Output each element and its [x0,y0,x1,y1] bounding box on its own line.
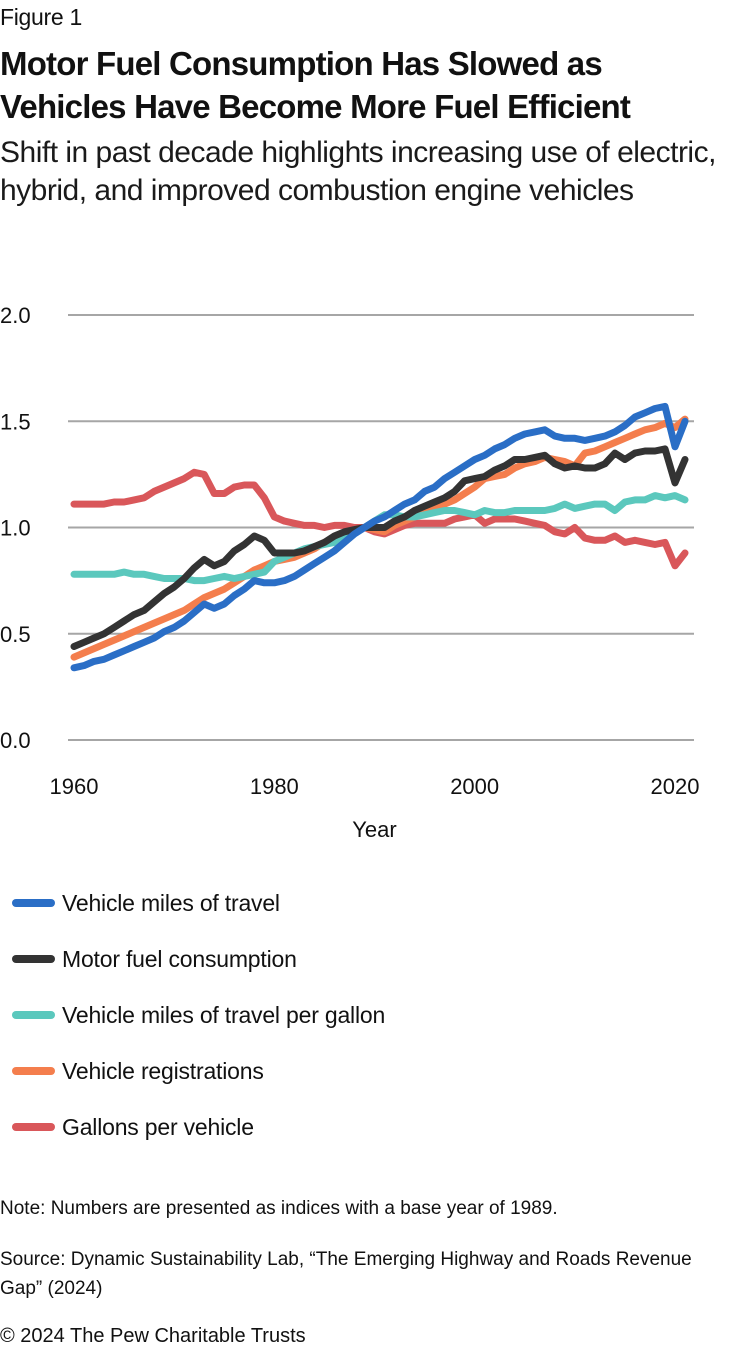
chart-source: Source: Dynamic Sustainability Lab, “The… [0,1249,692,1299]
figure-label: Figure 1 [0,4,82,30]
legend-label: Gallons per vehicle [62,1113,254,1140]
x-tick-label: 2000 [450,774,499,799]
copyright: © 2024 The Pew Charitable Trusts [0,1325,306,1347]
legend-item: Vehicle registrations [12,1043,385,1099]
legend-item: Vehicle miles of travel [12,875,385,931]
chart-note: Note: Numbers are presented as indices w… [0,1198,558,1219]
y-tick-label: 0.0 [0,728,31,753]
y-tick-label: 1.0 [0,516,31,541]
legend-item: Gallons per vehicle [12,1099,385,1155]
series-line-motor-fuel-consumption [70,445,689,650]
x-tick-label: 2020 [651,774,700,799]
y-tick-label: 0.5 [0,622,31,647]
legend-item: Vehicle miles of travel per gallon [12,987,385,1043]
legend-swatch [12,1067,55,1075]
legend-swatch [12,899,55,907]
legend-item: Motor fuel consumption [12,931,385,987]
x-axis-ticks: 1960 1980 2000 2020 [50,774,700,799]
chart-legend: Vehicle miles of travel Motor fuel consum… [12,875,385,1155]
chart-title: Motor Fuel Consumption Has Slowed as Veh… [0,45,631,125]
legend-label: Motor fuel consumption [62,945,297,972]
series-line-vehicle-miles-of-travel [70,402,689,672]
x-axis-title: Year [352,817,396,842]
x-tick-label: 1980 [250,774,299,799]
y-tick-label: 2.0 [0,303,31,328]
x-tick-label: 1960 [50,774,99,799]
legend-label: Vehicle miles of travel [62,889,280,916]
chart-subtitle: Shift in past decade highlights increasi… [0,136,716,207]
y-axis-ticks: 0.0 0.5 1.0 1.5 2.0 [0,303,31,753]
legend-swatch [12,1123,55,1131]
series-lines [70,402,689,672]
y-tick-label: 1.5 [0,409,31,434]
legend-label: Vehicle miles of travel per gallon [62,1001,386,1028]
legend-label: Vehicle registrations [62,1057,264,1084]
legend-swatch [12,1011,55,1019]
line-chart: 0.0 0.5 1.0 1.5 2.0 1960 1980 2000 2020 Year [0,303,700,842]
legend-swatch [12,955,55,963]
